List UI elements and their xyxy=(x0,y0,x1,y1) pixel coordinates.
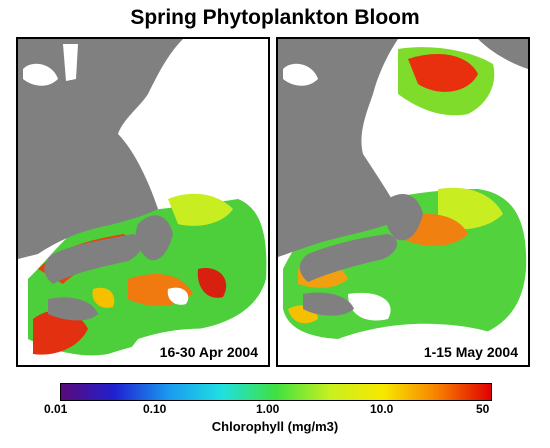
chlorophyll-colorbar xyxy=(60,383,492,401)
chlorophyll-map-may xyxy=(278,39,528,365)
colorbar-tick-4: 50 xyxy=(476,402,490,416)
date-label-may: 1-15 May 2004 xyxy=(421,344,520,360)
colorbar-title: Chlorophyll (mg/m3) xyxy=(211,419,339,434)
land-masks xyxy=(23,44,78,86)
land-mass xyxy=(278,39,528,316)
map-panel-apr: 16-30 Apr 2004 xyxy=(16,37,270,367)
map-panel-may: 1-15 May 2004 xyxy=(276,37,530,367)
land-masks xyxy=(283,63,318,86)
land-mass xyxy=(18,39,183,321)
colorbar-tick-2: 1.00 xyxy=(256,402,280,416)
map-title: Spring Phytoplankton Bloom xyxy=(130,6,420,29)
colorbar-tick-3: 10.0 xyxy=(370,402,394,416)
date-label-apr: 16-30 Apr 2004 xyxy=(157,344,260,360)
chlorophyll-map-apr xyxy=(18,39,268,365)
colorbar-tick-1: 0.10 xyxy=(143,402,167,416)
colorbar-tick-0: 0.01 xyxy=(44,402,68,416)
